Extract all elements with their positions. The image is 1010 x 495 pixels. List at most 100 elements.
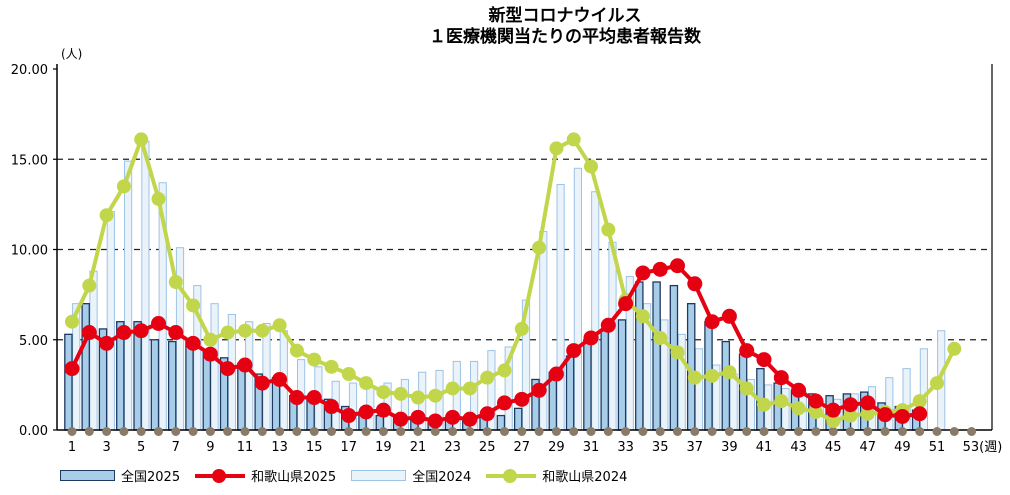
wakayama2024-marker-w27 (514, 321, 529, 336)
wakayama2025-marker-w11 (237, 357, 253, 373)
wakayama2024-line (70, 137, 957, 423)
bar-zenkoku2024-w29 (556, 184, 565, 431)
x-axis-label-week-41: 41 (756, 440, 773, 455)
wakayama2024-marker-w20 (393, 386, 408, 401)
wakayama2025-marker-w34 (635, 265, 651, 281)
axis-week-dot-19 (378, 427, 388, 436)
legend-item-全国2024: 全国2024 (351, 466, 471, 485)
wakayama2024-marker-w51 (930, 376, 944, 391)
wakayama2025-marker-w39 (721, 308, 737, 324)
wakayama2024-marker-w5 (134, 132, 149, 147)
legend-item-和歌山県2025: 和歌山県2025 (195, 466, 336, 485)
wakayama2025-marker-w7 (168, 325, 184, 341)
axis-week-dot-7 (171, 427, 181, 436)
wakayama2024-marker-w40 (739, 381, 754, 396)
wakayama2024-marker-w34 (635, 309, 650, 324)
wakayama2024-marker-w9 (203, 332, 218, 347)
wakayama2025-marker-w45 (825, 402, 841, 418)
x-axis-label-week-1: 1 (68, 440, 76, 455)
x-axis-label-week-39: 39 (721, 440, 738, 455)
wakayama2024-marker-w17 (341, 367, 356, 382)
wakayama2025-marker-w50 (912, 406, 928, 422)
wakayama2024-marker-w35 (653, 330, 668, 345)
wakayama2024-marker-w29 (549, 141, 564, 156)
wakayama2024-marker-w19 (376, 385, 391, 400)
x-axis-label-week-31: 31 (583, 440, 600, 455)
wakayama2024-marker-w39 (722, 365, 737, 380)
bar-zenkoku2025-w30 (565, 355, 575, 431)
axis-week-dot-12 (257, 427, 267, 436)
bar-zenkoku2025-w32 (600, 330, 609, 431)
axis-week-dot-37 (690, 427, 700, 436)
x-axis-label-week-51: 51 (929, 440, 946, 455)
axis-week-dot-2 (84, 427, 94, 436)
wakayama2025-marker-w43 (791, 382, 807, 398)
axis-week-dot-41 (759, 427, 769, 436)
axis-week-dot-20 (396, 427, 406, 436)
wakayama2024-marker-w24 (462, 381, 477, 396)
wakayama2025-marker-w1 (64, 361, 80, 377)
x-axis-label-week-9: 9 (206, 440, 214, 455)
bar-zenkoku2025-w35 (652, 281, 661, 431)
wakayama2025-marker-w4 (116, 325, 132, 341)
wakayama2025-marker-w38 (704, 314, 720, 330)
bar-zenkoku2025-w1 (64, 333, 73, 431)
axis-week-dot-18 (361, 427, 371, 436)
axis-week-dot-21 (413, 427, 423, 436)
wakayama2024-marker-w38 (705, 368, 720, 383)
wakayama2025-marker-w23 (445, 409, 461, 425)
wakayama2025-marker-w40 (739, 343, 755, 359)
wakayama2025-marker-w37 (687, 276, 703, 292)
wakayama2024-marker-w15 (307, 352, 322, 367)
wakayama2025-marker-w24 (462, 411, 478, 427)
wakayama2025-marker-w17 (341, 408, 357, 424)
wakayama2024-marker-w42 (774, 394, 789, 409)
wakayama2024-marker-w23 (445, 381, 460, 396)
x-axis-label-week-33: 33 (617, 440, 634, 455)
wakayama2025-marker-w28 (531, 382, 547, 398)
wakayama2024-marker-w6 (151, 191, 166, 206)
wakayama2025-marker-w5 (133, 323, 149, 339)
bar-zenkoku2025-w2 (81, 302, 90, 431)
y-axis-label-0.00: 0.00 (19, 424, 48, 439)
wakayama2024-marker-w37 (687, 370, 702, 385)
x-axis-label-week-15: 15 (306, 440, 323, 455)
wakayama2025-marker-w46 (843, 397, 858, 413)
axis-week-dot-26 (500, 427, 509, 436)
axis-week-dot-51 (932, 427, 942, 436)
wakayama2025-marker-w41 (756, 352, 772, 368)
x-axis-label-week-17: 17 (341, 440, 358, 455)
wakayama2025-marker-w20 (393, 411, 409, 427)
bar-zenkoku2024-w5 (141, 140, 150, 431)
axis-week-dot-48 (880, 427, 890, 436)
wakayama2025-marker-w30 (566, 343, 582, 359)
wakayama2024-marker-w12 (255, 323, 270, 338)
wakayama2024-marker-w14 (289, 343, 304, 358)
legend-item-全国2025: 全国2025 (60, 466, 180, 485)
x-axis-label-week-7: 7 (172, 440, 180, 455)
wakayama2025-marker-w25 (479, 406, 495, 422)
axis-week-dot-24 (465, 427, 475, 436)
wakayama2025-marker-w18 (358, 404, 374, 420)
x-axis-label-week-25: 25 (479, 440, 496, 455)
wakayama2024-marker-w43 (791, 401, 806, 416)
bar-zenkoku2024-w30 (573, 167, 582, 431)
legend-item-和歌山県2024: 和歌山県2024 (486, 466, 627, 485)
wakayama2025-marker-w22 (427, 413, 443, 429)
wakayama2024-marker-w8 (186, 298, 201, 313)
axis-week-dot-35 (655, 427, 665, 436)
x-axis-label-week-21: 21 (410, 440, 427, 455)
wakayama2024-marker-w36 (670, 345, 685, 360)
axis-week-dot-13 (275, 427, 285, 436)
axis-week-dot-46 (846, 427, 855, 436)
wakayama2024-marker-w13 (272, 318, 287, 333)
wakayama2024-marker-w28 (532, 240, 547, 255)
bar-zenkoku2025-w9 (202, 351, 212, 431)
axis-week-dot-50 (915, 427, 925, 436)
wakayama2024-marker-w25 (480, 370, 495, 385)
wakayama2024-marker-w16 (324, 359, 339, 374)
wakayama2024-marker-w46 (843, 408, 858, 423)
axis-week-dot-53 (967, 427, 977, 436)
legend-label-1: 和歌山県2025 (251, 470, 337, 485)
